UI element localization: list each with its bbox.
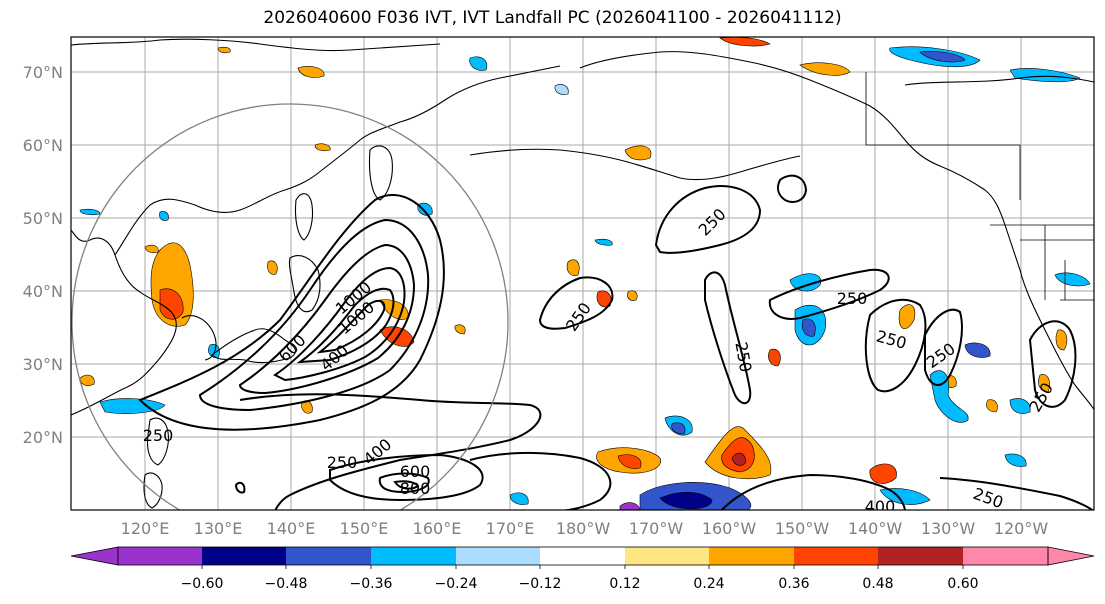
colorbar-swatch [709, 547, 794, 565]
lat-label: 30°N [23, 355, 63, 374]
contour-label: 600 [400, 462, 431, 481]
landfall-radius-circle [71, 103, 509, 510]
contour-label: 400 [865, 497, 896, 516]
coastlines [71, 38, 1094, 509]
colorbar-swatch [286, 547, 371, 565]
lon-label: 120°W [994, 519, 1049, 538]
longitude-labels: 120°E 130°E 140°E 150°E 160°E 170°E 180°… [121, 519, 1049, 538]
colorbar-tick-label: −0.60 [181, 576, 224, 592]
ivt-contours [138, 174, 1094, 510]
contour-label: 800 [400, 479, 431, 498]
lon-label: 150°W [775, 519, 830, 538]
lat-label: 70°N [23, 63, 63, 82]
borders [865, 72, 1094, 301]
lon-label: 140°W [848, 519, 903, 538]
map-frame [70, 36, 1095, 511]
colorbar-swatch [456, 547, 540, 565]
pc-positive-shading [79, 37, 1068, 484]
latitude-labels: 70°N 60°N 50°N 40°N 30°N 20°N [23, 63, 63, 447]
lon-label: 150°E [340, 519, 389, 538]
contour-label: 250 [837, 289, 868, 308]
lat-label: 50°N [23, 209, 63, 228]
colorbar-tick-label: −0.12 [519, 576, 562, 592]
lon-label: 130°E [194, 519, 243, 538]
colorbar-tick-label: −0.48 [265, 576, 308, 592]
colorbar-swatch [625, 547, 709, 565]
contour-label: 250 [327, 453, 358, 472]
lat-label: 20°N [23, 428, 63, 447]
colorbar-tick-label: 0.12 [609, 576, 640, 592]
colorbar-extend-low [70, 546, 119, 566]
colorbar-swatch [540, 547, 625, 565]
colorbar-swatch [794, 547, 878, 565]
colorbar-tick-label: −0.36 [350, 576, 393, 592]
colorbar-extend-high [1047, 546, 1095, 566]
lat-label: 40°N [23, 282, 63, 301]
lat-label: 60°N [23, 136, 63, 155]
pc-negative-shading [79, 46, 1091, 510]
lon-label: 120°E [121, 519, 170, 538]
colorbar: −0.60 −0.48 −0.36 −0.24 −0.12 0.12 0.24 … [70, 546, 1095, 592]
lon-label: 160°W [702, 519, 757, 538]
colorbar-swatch [371, 547, 456, 565]
colorbar-tick-label: −0.24 [435, 576, 478, 592]
lon-label: 170°W [629, 519, 684, 538]
colorbar-tick-label: 0.48 [862, 576, 893, 592]
colorbar-tick-label: 0.60 [947, 576, 978, 592]
lon-label: 170°E [486, 519, 535, 538]
lon-label: 130°W [921, 519, 976, 538]
colorbar-tick-label: 0.36 [778, 576, 809, 592]
colorbar-tick-label: 0.24 [693, 576, 724, 592]
lon-label: 160°E [413, 519, 462, 538]
lon-label: 140°E [267, 519, 316, 538]
lon-label: 180°W [556, 519, 611, 538]
colorbar-swatch [878, 547, 963, 565]
map-title: 2026040600 F036 IVT, IVT Landfall PC (20… [263, 8, 842, 28]
colorbar-swatch [963, 547, 1048, 565]
colorbar-swatch [118, 547, 202, 565]
colorbar-swatch [202, 547, 286, 565]
contour-label: 250 [143, 426, 174, 445]
graticule [71, 37, 1094, 510]
